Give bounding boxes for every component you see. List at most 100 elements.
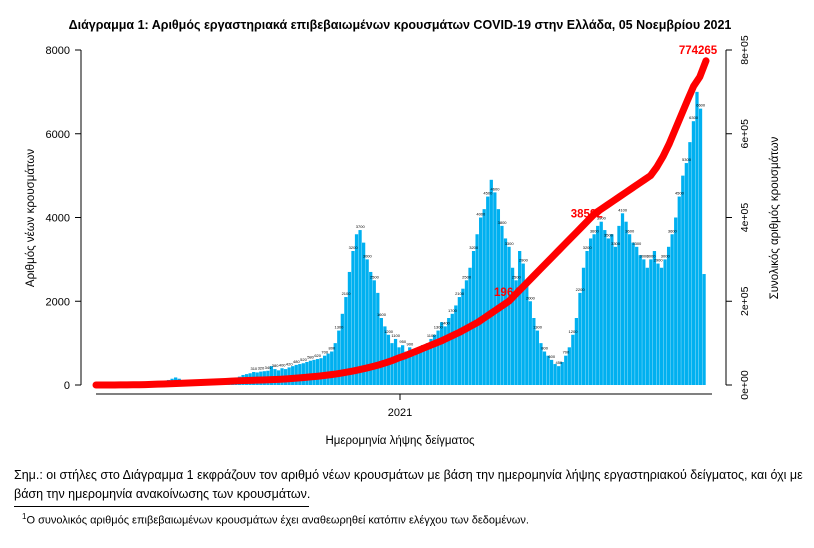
- bar: [510, 267, 515, 385]
- footnote-text: Ο συνολικός αριθμός επιβεβαιωμένων κρουσ…: [26, 514, 529, 527]
- bar: [432, 334, 437, 385]
- bar-value-label: 420: [286, 361, 293, 366]
- bar: [503, 238, 508, 385]
- bar: [549, 359, 554, 386]
- bar-value-label: 700: [321, 350, 328, 355]
- bar: [461, 288, 465, 385]
- y-axis-left-tick-label: 8000: [46, 45, 70, 57]
- bar: [322, 355, 327, 385]
- bar: [315, 359, 320, 385]
- bar: [450, 313, 454, 385]
- bar-value-label: 2900: [519, 258, 529, 263]
- bar: [269, 366, 274, 385]
- bar-value-label: 2500: [462, 274, 472, 279]
- bar-value-label: 3200: [469, 245, 479, 250]
- bar: [599, 221, 603, 385]
- bar-value-label: 580: [307, 355, 314, 360]
- bar: [649, 259, 653, 386]
- bar-series: [96, 91, 706, 386]
- bar: [546, 355, 550, 385]
- bar: [464, 280, 469, 385]
- bar: [666, 246, 671, 385]
- line-callout: 774265: [679, 45, 718, 57]
- bar: [645, 267, 649, 385]
- bar: [663, 259, 667, 386]
- bar: [560, 361, 564, 385]
- bar-value-label: 3000: [363, 253, 373, 258]
- bar: [415, 353, 419, 385]
- bar: [358, 230, 362, 385]
- bar-value-label: 2100: [455, 291, 465, 296]
- bar: [354, 234, 359, 385]
- bar: [425, 343, 430, 386]
- bar: [471, 251, 476, 385]
- bar: [422, 349, 426, 385]
- bar: [535, 330, 540, 385]
- bar: [659, 267, 664, 385]
- bar-value-label: 310: [250, 366, 257, 371]
- bar: [539, 343, 543, 386]
- bar-value-label: 2000: [526, 295, 536, 300]
- bar-value-label: 3300: [611, 241, 621, 246]
- bar: [695, 91, 699, 386]
- bar-value-label: 3000: [647, 253, 657, 258]
- bar: [489, 179, 493, 385]
- bar-value-label: 3000: [661, 253, 671, 258]
- bar-value-label: 2200: [576, 287, 586, 292]
- bar-value-label: 3300: [505, 241, 515, 246]
- bar-value-label: 3500: [604, 232, 614, 237]
- bar-value-label: 1300: [334, 325, 344, 330]
- bar: [627, 234, 632, 385]
- bar: [383, 326, 387, 386]
- bar-value-label: 2900: [654, 258, 664, 263]
- bar: [571, 334, 575, 385]
- bar-value-label: 3300: [632, 241, 642, 246]
- bar-value-label: 6300: [689, 115, 699, 120]
- bar: [631, 242, 635, 386]
- bar: [557, 366, 561, 385]
- bar-value-label: 1200: [569, 329, 579, 334]
- y-axis-left: 0 2000 4000 6000 8000: [46, 45, 81, 392]
- bar-value-label: 4500: [483, 191, 493, 196]
- bar: [642, 259, 646, 386]
- bar: [479, 217, 483, 385]
- bar: [443, 326, 447, 386]
- bar-value-label: 1100: [427, 333, 436, 338]
- bar-value-label: 340: [265, 365, 272, 370]
- bar: [397, 347, 401, 385]
- bar: [592, 234, 596, 385]
- bar-value-label: 320: [258, 366, 265, 371]
- y-axis-right-tick-label: 0e+00: [739, 370, 751, 400]
- bar: [521, 263, 525, 385]
- y-axis-right-tick-label: 2e+05: [739, 286, 751, 316]
- bar: [496, 209, 501, 386]
- bar: [475, 234, 479, 385]
- bar: [518, 251, 522, 385]
- bar: [401, 345, 405, 385]
- bar: [486, 196, 490, 385]
- line-callout: 1964: [494, 287, 520, 299]
- bar-value-label: 2100: [342, 291, 352, 296]
- bar: [436, 330, 440, 385]
- bar-value-label: 3900: [597, 216, 607, 221]
- bar: [507, 246, 511, 385]
- bar: [528, 301, 532, 385]
- x-tick-label: 2021: [388, 407, 412, 419]
- bar: [408, 347, 412, 385]
- bar: [326, 353, 330, 385]
- bar-value-label: 1200: [384, 329, 394, 334]
- bar-value-label: 3600: [668, 228, 678, 233]
- bar: [684, 163, 688, 385]
- bar: [691, 121, 696, 385]
- bar: [610, 234, 614, 385]
- bar: [379, 318, 383, 385]
- bar-value-label: 3000: [639, 253, 649, 258]
- bar-value-label: 1300: [533, 325, 543, 330]
- bar-value-label: 1600: [377, 312, 387, 317]
- bar: [635, 246, 639, 385]
- bar: [532, 318, 536, 385]
- bar: [365, 259, 369, 386]
- y-axis-left-tick-label: 4000: [46, 213, 70, 225]
- y-axis-right-tick-label: 8e+05: [739, 35, 751, 65]
